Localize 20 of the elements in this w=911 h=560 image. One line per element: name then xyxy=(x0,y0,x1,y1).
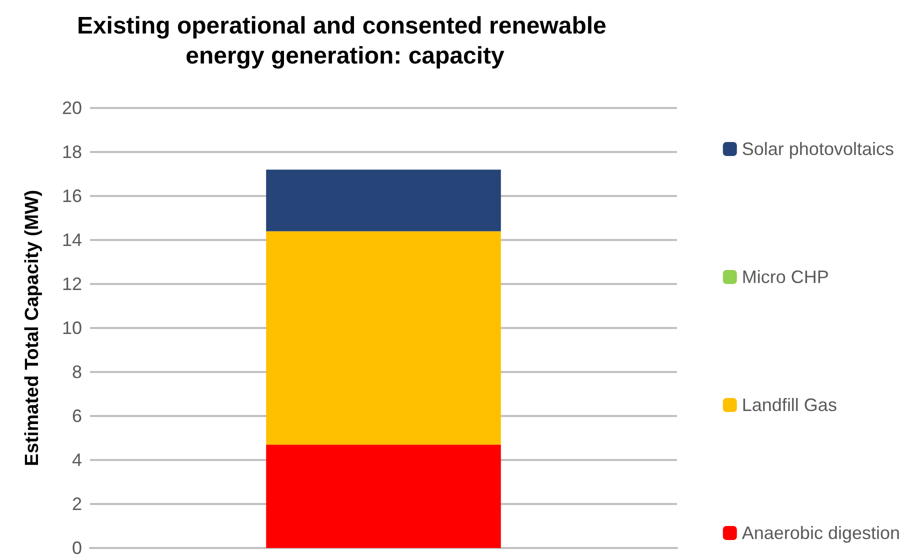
legend-label: Solar photovoltaics xyxy=(742,139,894,159)
y-tick-label: 16 xyxy=(62,186,82,206)
chart-title: Existing operational and consented renewable energy generation: capacity xyxy=(76,12,614,70)
y-tick-label: 10 xyxy=(62,318,82,338)
bar xyxy=(266,170,501,232)
bar xyxy=(266,444,501,548)
legend-label: Micro CHP xyxy=(742,267,829,287)
y-tick-label: 18 xyxy=(62,142,82,162)
y-tick-label: 12 xyxy=(62,274,82,294)
y-tick-label: 8 xyxy=(72,362,82,382)
y-tick-label: 14 xyxy=(62,230,82,250)
y-tick-label: 6 xyxy=(72,406,82,426)
bar xyxy=(266,231,501,445)
y-tick-label: 20 xyxy=(62,98,82,118)
legend-label: Landfill Gas xyxy=(742,395,837,415)
y-tick-label: 2 xyxy=(72,494,82,514)
legend-label: Anaerobic digestion xyxy=(742,523,900,543)
y-axis-title: Estimated Total Capacity (MW) xyxy=(22,190,43,466)
y-tick-label: 4 xyxy=(72,450,82,470)
y-tick-label: 0 xyxy=(72,538,82,558)
